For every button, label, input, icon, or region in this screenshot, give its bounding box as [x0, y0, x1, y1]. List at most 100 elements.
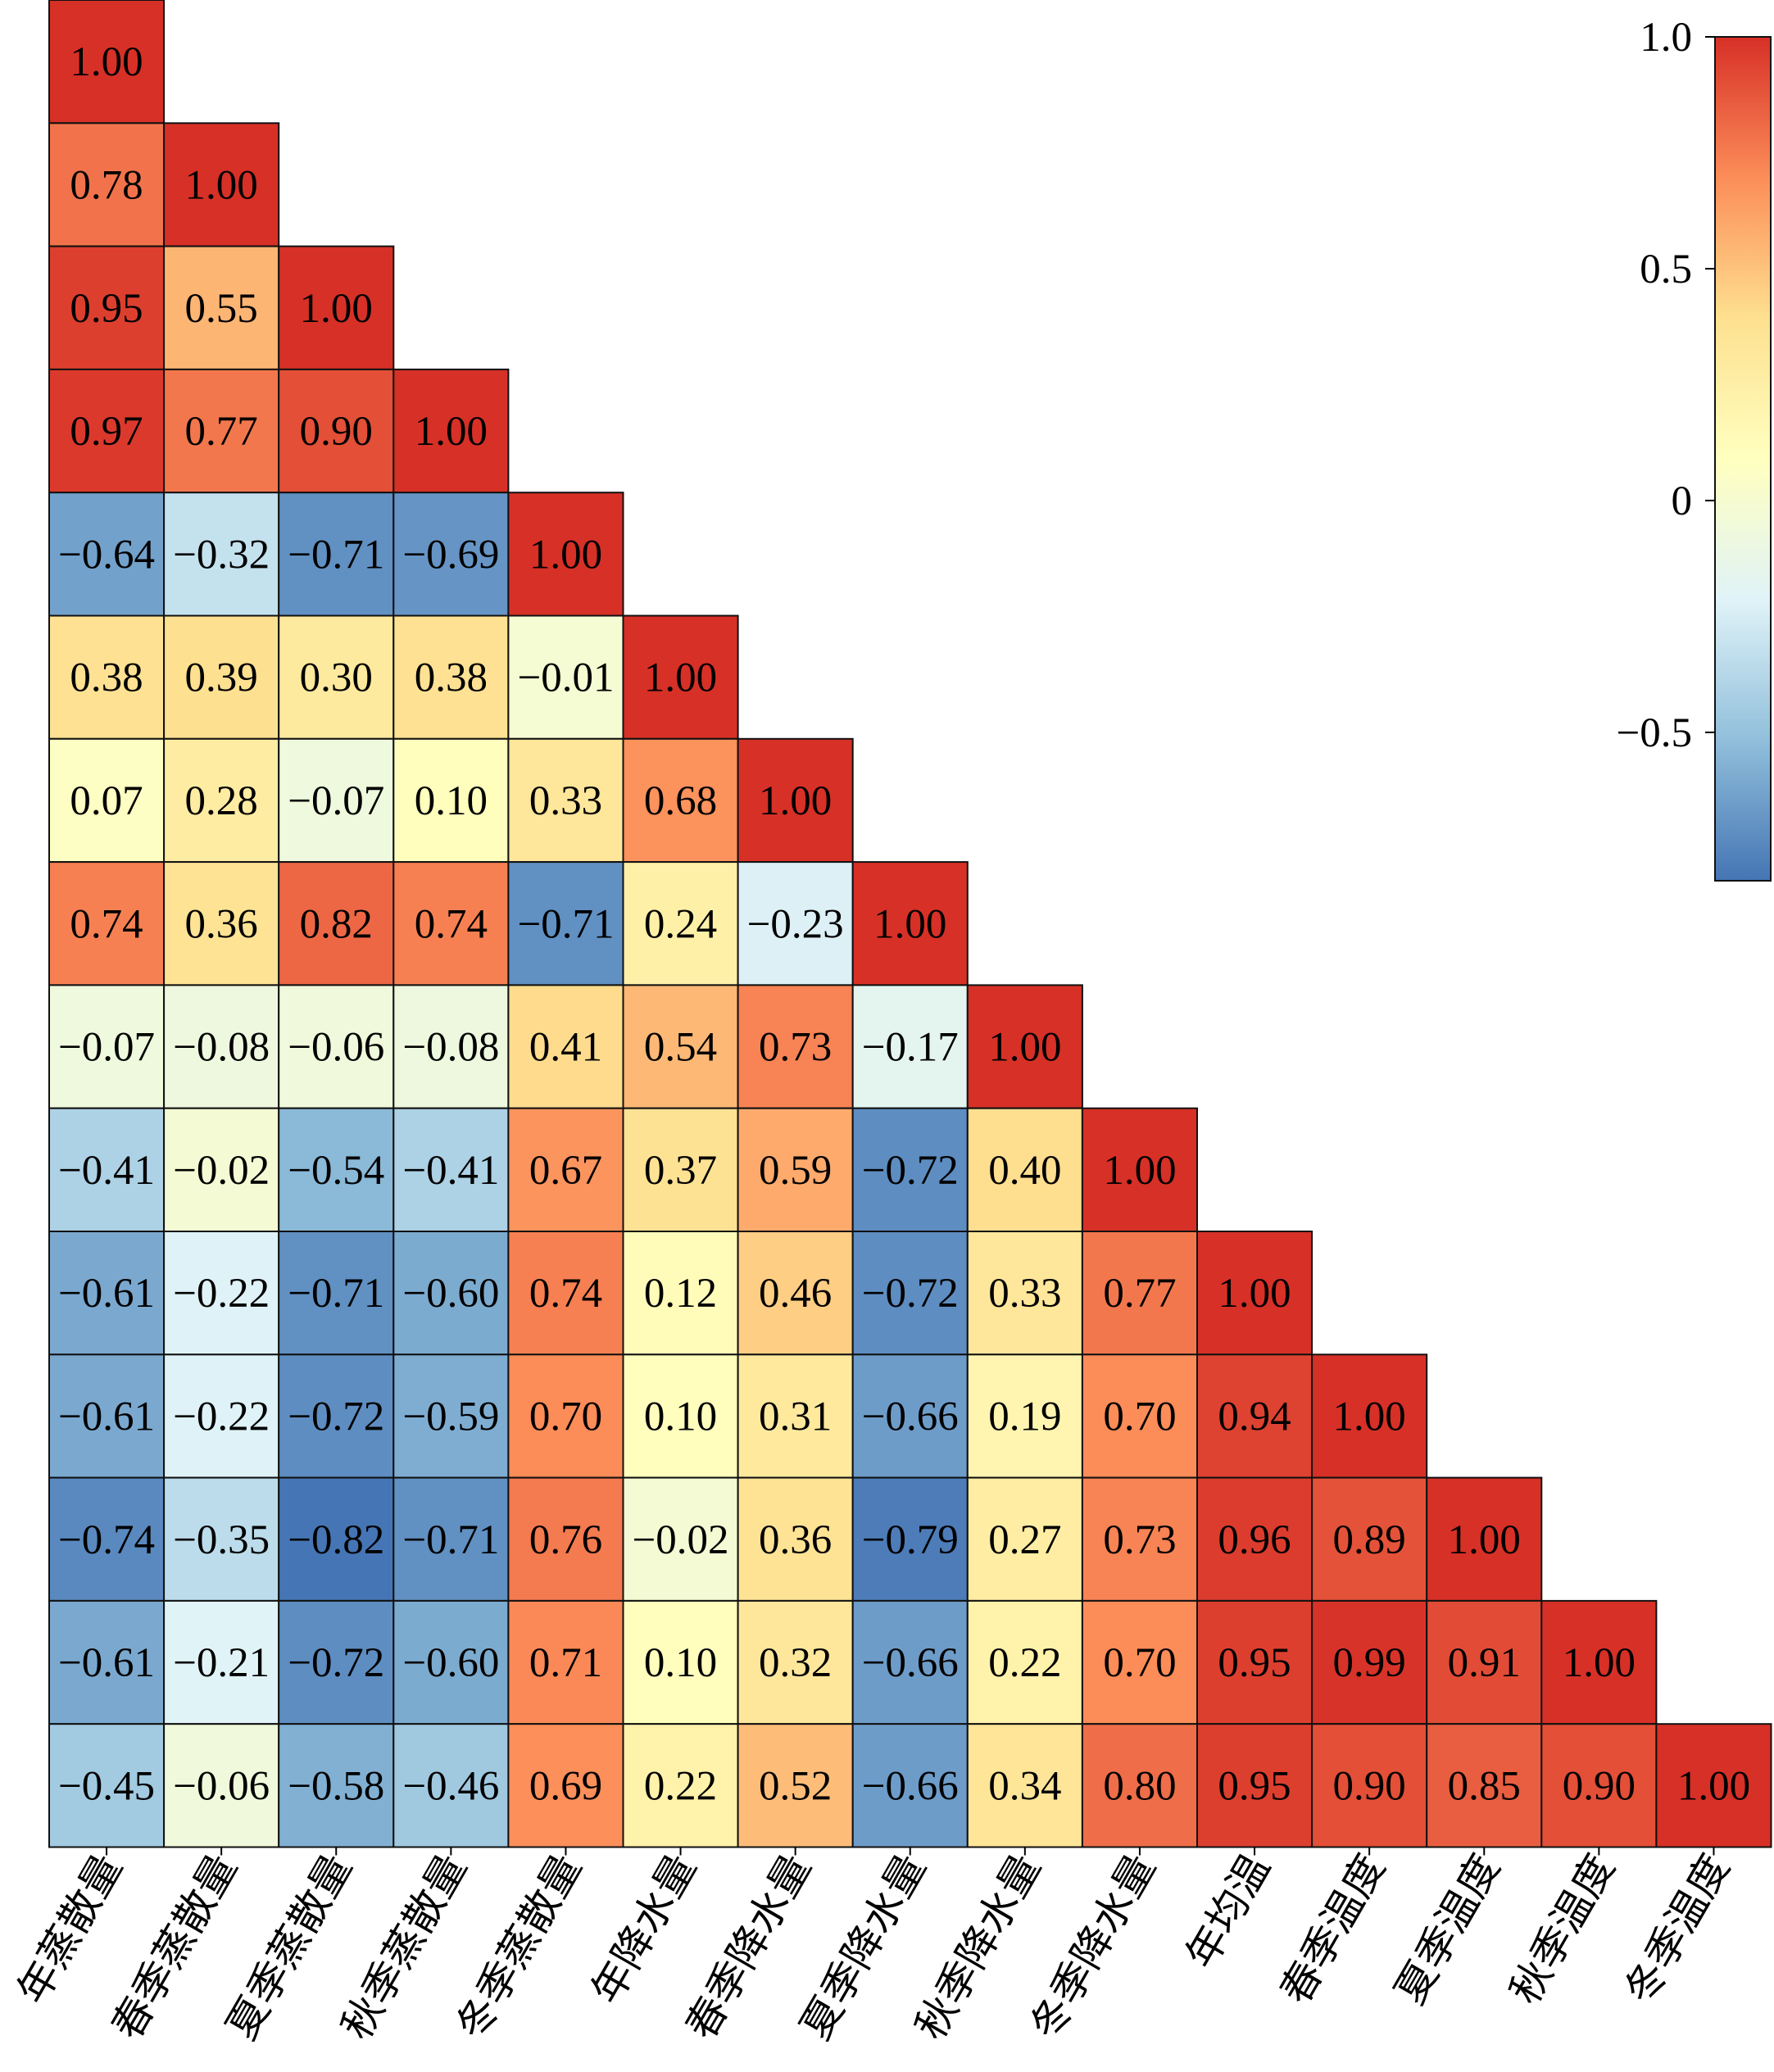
heatmap-cell [851, 1723, 969, 1848]
cell-value-label: 0.39 [185, 655, 258, 701]
cell-value-label: 0.46 [759, 1271, 832, 1317]
cell-value-label: −0.60 [402, 1640, 499, 1686]
cell-value-label: −0.45 [58, 1763, 155, 1809]
colorbar-tick-label: 0.5 [1640, 247, 1692, 292]
cell-value-label: −0.72 [862, 1271, 959, 1317]
heatmap-cell [737, 1599, 854, 1725]
cell-value-label: −0.08 [173, 1025, 270, 1071]
cell-value-label: 0.85 [1448, 1763, 1521, 1809]
cell-value-label: 0.32 [759, 1640, 832, 1686]
heatmap-cells: 1.000.78 1.000.95 0.55 1.000.97 0.77 0.90 1.00… [48, 0, 1772, 1848]
cell-value-label: 0.90 [300, 409, 373, 455]
cell-value-label: −0.66 [862, 1763, 959, 1809]
heatmap-cell [507, 1353, 624, 1479]
cell-value-label: 0.10 [644, 1394, 717, 1440]
cell-value-label: −0.61 [58, 1271, 155, 1317]
cell-value-label: −0.64 [58, 532, 155, 578]
cell-value-label: 0.67 [529, 1148, 602, 1194]
cell-value-label: 1.00 [644, 655, 717, 701]
x-axis-label: 年蒸散量 [8, 1847, 131, 2012]
heatmap-cell [48, 1723, 166, 1848]
heatmap-cell [163, 861, 280, 986]
cell-value-label: 1.00 [1103, 1148, 1176, 1194]
heatmap-cell [622, 1723, 739, 1848]
cell-value-label: 0.40 [988, 1148, 1061, 1194]
heatmap-cell [278, 1107, 395, 1232]
heatmap-cell [278, 1353, 395, 1479]
cell-value-label: 1.00 [1218, 1271, 1291, 1317]
cell-value-label: 0.38 [415, 655, 488, 701]
heatmap-cell [48, 1476, 166, 1602]
heatmap-cell [1540, 1723, 1658, 1848]
cell-value-label: 0.59 [759, 1148, 832, 1194]
cell-value-label: 0.80 [1103, 1763, 1176, 1809]
heatmap-cell [1196, 1723, 1313, 1848]
x-axis-label: 春季温度 [1271, 1847, 1394, 2012]
x-axis-label: 冬季温度 [1616, 1847, 1739, 2012]
cell-value-label: 0.78 [70, 162, 143, 208]
heatmap-cell [48, 1107, 166, 1232]
cell-value-label: −0.22 [173, 1394, 270, 1440]
heatmap-cell [163, 1353, 280, 1479]
cell-value-label: 0.82 [300, 901, 373, 947]
cell-value-label: −0.54 [288, 1148, 384, 1194]
cell-value-label: 0.71 [529, 1640, 602, 1686]
heatmap-cell [392, 614, 510, 740]
heatmap-cell [163, 1107, 280, 1232]
heatmap-cell [966, 1231, 1083, 1356]
cell-value-label: 0.33 [988, 1271, 1061, 1317]
cell-value-label: 0.36 [759, 1517, 832, 1563]
heatmap-cell [48, 1353, 166, 1479]
heatmap-cell [966, 1353, 1083, 1479]
cell-value-label: 0.97 [70, 409, 143, 455]
cell-value-label: 1.00 [1333, 1394, 1406, 1440]
heatmap-cell [392, 1353, 510, 1479]
cell-value-label: −0.72 [288, 1640, 384, 1686]
heatmap-cell [1196, 1599, 1313, 1725]
heatmap-cell [1426, 1599, 1543, 1725]
cell-value-label: −0.71 [288, 1271, 384, 1317]
cell-value-label: −0.66 [862, 1640, 959, 1686]
cell-value-label: −0.61 [58, 1640, 155, 1686]
cell-value-label: 0.69 [529, 1763, 602, 1809]
heatmap-cell [622, 1476, 739, 1602]
cell-value-label: 0.73 [759, 1025, 832, 1071]
heatmap-cell [737, 861, 854, 986]
cell-value-label: −0.71 [288, 532, 384, 578]
heatmap-cell [1540, 1599, 1658, 1725]
heatmap-cell [507, 1231, 624, 1356]
cell-value-label: −0.69 [402, 532, 499, 578]
colorbar-tick-label: 1.0 [1640, 15, 1692, 61]
heatmap-cell [1196, 1231, 1313, 1356]
heatmap-cell [622, 1599, 739, 1725]
heatmap-cell [507, 1599, 624, 1725]
cell-value-label: 0.70 [1103, 1394, 1176, 1440]
cell-value-label: −0.22 [173, 1271, 270, 1317]
heatmap-cell [966, 1107, 1083, 1232]
heatmap-cell [392, 984, 510, 1109]
heatmap-cell [392, 861, 510, 986]
cell-value-label: −0.07 [58, 1025, 155, 1071]
heatmap-cell [392, 1107, 510, 1232]
heatmap-cell [1081, 1107, 1199, 1232]
heatmap-cell [737, 1107, 854, 1232]
heatmap-cell [737, 1231, 854, 1356]
cell-value-label: 0.77 [185, 409, 258, 455]
cell-value-label: 0.34 [988, 1763, 1061, 1809]
heatmap-cell [392, 1599, 510, 1725]
heatmap-cell [507, 1107, 624, 1232]
cell-value-label: 0.70 [1103, 1640, 1176, 1686]
heatmap-cell [966, 1723, 1083, 1848]
cell-value-label: 0.24 [644, 901, 717, 947]
heatmap-cell [507, 1476, 624, 1602]
heatmap-cell [1081, 1231, 1199, 1356]
cell-value-label: 0.96 [1218, 1517, 1291, 1563]
cell-value-label: −0.17 [862, 1025, 959, 1071]
cell-value-label: −0.23 [747, 901, 844, 947]
cell-value-label: −0.35 [173, 1517, 270, 1563]
cell-value-label: 0.95 [1218, 1763, 1291, 1809]
cell-value-label: −0.01 [517, 655, 614, 701]
cell-value-label: 0.12 [644, 1271, 717, 1317]
cell-value-label: 0.37 [644, 1148, 717, 1194]
cell-value-label: 0.22 [644, 1763, 717, 1809]
